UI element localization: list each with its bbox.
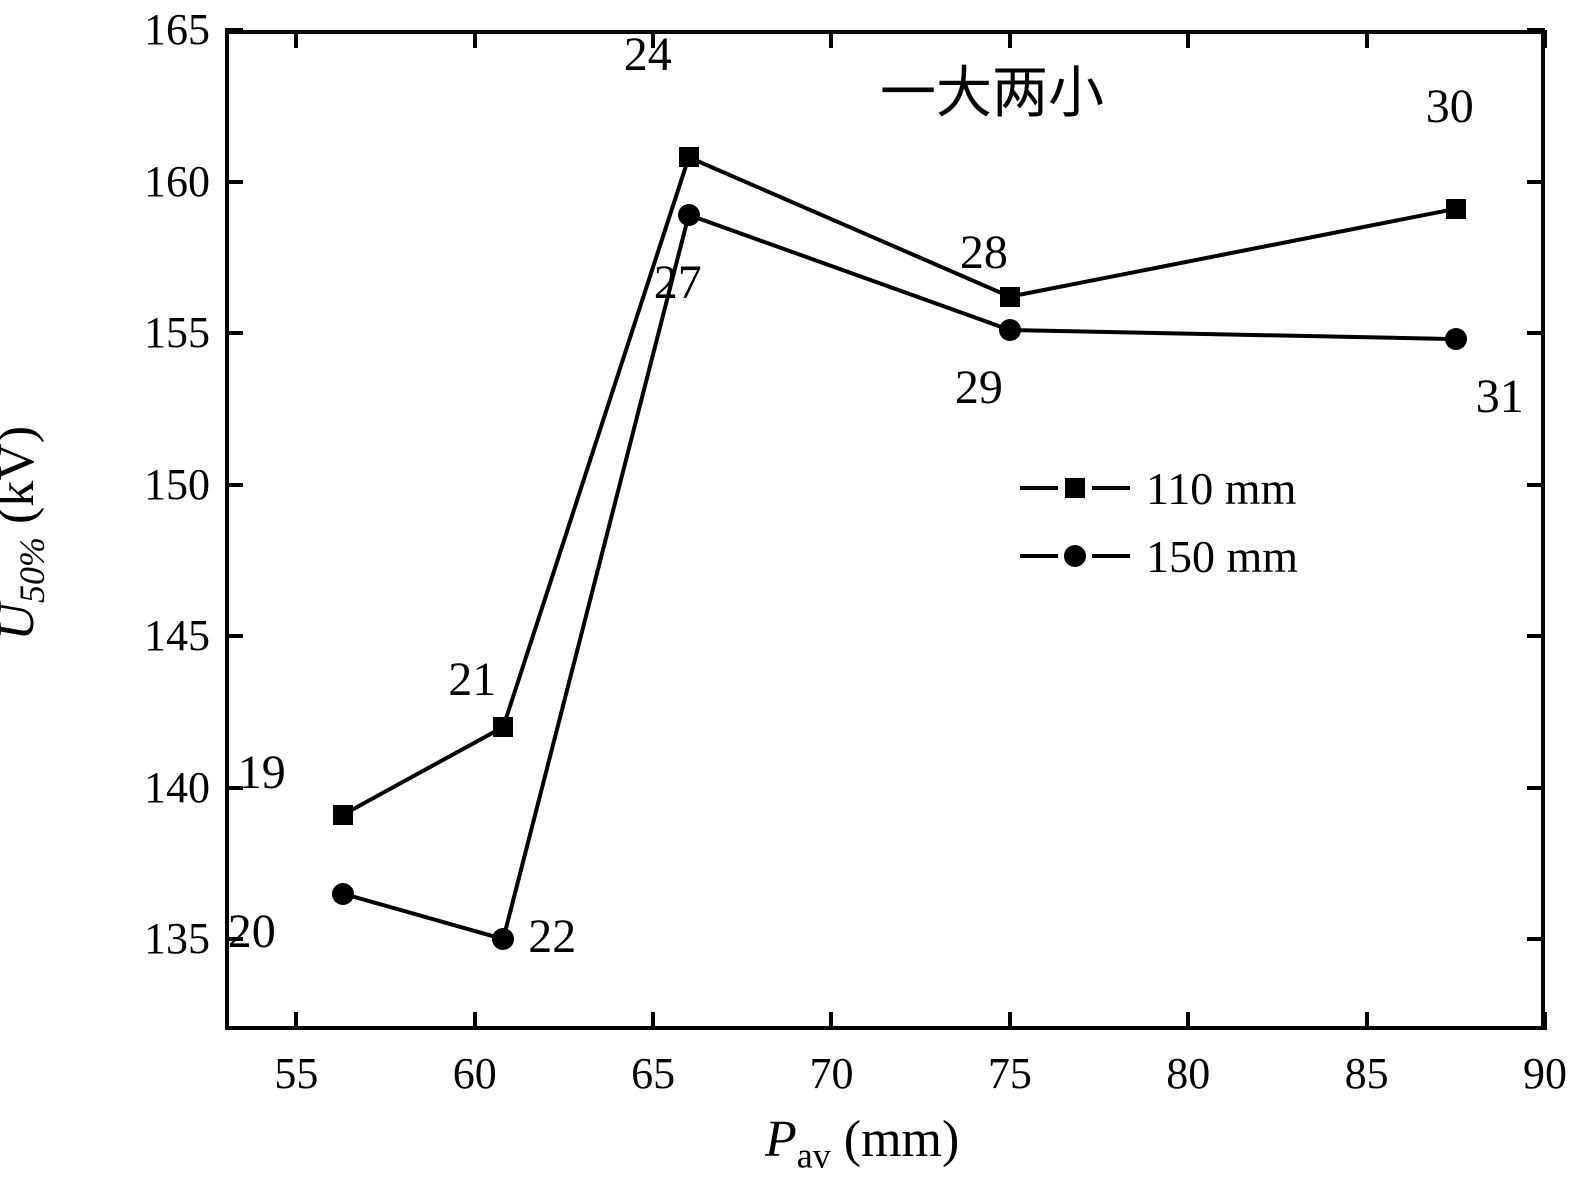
y-tick-mark — [225, 331, 243, 335]
x-axis-unit: (mm) — [831, 1111, 960, 1168]
point-label: 20 — [228, 904, 276, 959]
legend: 110 mm 150 mm — [1020, 460, 1298, 596]
x-tick-mark — [651, 1012, 655, 1030]
marker-square — [493, 717, 513, 737]
x-tick-mark-top — [1365, 30, 1369, 48]
x-tick-mark-top — [1008, 30, 1012, 48]
y-tick-label: 135 — [110, 913, 210, 964]
y-tick-mark — [225, 937, 243, 941]
legend-marker-circle — [1064, 545, 1086, 567]
x-tick-label: 55 — [256, 1048, 336, 1099]
y-axis-subscript: 50% — [12, 537, 52, 603]
x-tick-mark-top — [473, 30, 477, 48]
marker-circle — [1445, 328, 1467, 350]
point-label: 24 — [624, 27, 672, 82]
marker-circle — [492, 928, 514, 950]
point-label: 27 — [654, 255, 702, 310]
marker-square — [1000, 287, 1020, 307]
x-tick-mark — [1186, 1012, 1190, 1030]
x-tick-mark-top — [1186, 30, 1190, 48]
marker-square — [333, 805, 353, 825]
x-tick-label: 60 — [435, 1048, 515, 1099]
legend-marker-square — [1065, 478, 1085, 498]
x-tick-mark-top — [829, 30, 833, 48]
x-tick-mark — [829, 1012, 833, 1030]
y-tick-mark-right — [1527, 331, 1545, 335]
y-tick-label: 155 — [110, 307, 210, 358]
legend-line — [1020, 486, 1130, 490]
point-label: 28 — [960, 225, 1008, 280]
x-tick-mark-top — [294, 30, 298, 48]
chart-title: 一大两小 — [880, 48, 1104, 129]
y-tick-mark-right — [1527, 786, 1545, 790]
x-axis-symbol: P — [765, 1111, 797, 1168]
point-label: 31 — [1476, 369, 1524, 424]
x-axis-subscript: av — [797, 1135, 831, 1175]
y-tick-label: 160 — [110, 156, 210, 207]
y-tick-mark-right — [1527, 937, 1545, 941]
legend-item: 110 mm — [1020, 460, 1298, 516]
point-label: 22 — [528, 909, 576, 964]
x-tick-mark — [473, 1012, 477, 1030]
y-tick-mark — [225, 634, 243, 638]
y-tick-mark-right — [1527, 180, 1545, 184]
y-tick-label: 165 — [110, 4, 210, 55]
x-tick-label: 75 — [970, 1048, 1050, 1099]
legend-label: 110 mm — [1146, 462, 1296, 515]
legend-line — [1020, 554, 1130, 558]
x-tick-label: 80 — [1148, 1048, 1228, 1099]
point-label: 21 — [448, 652, 496, 707]
x-tick-mark — [1008, 1012, 1012, 1030]
point-label: 29 — [955, 360, 1003, 415]
y-axis-unit: (kV) — [0, 426, 45, 537]
y-tick-mark — [225, 180, 243, 184]
chart-container: U50% (kV) Pav (mm) 一大两小 19 21 24 28 30 20 22 27… — [0, 0, 1594, 1184]
x-tick-mark-top — [1543, 30, 1547, 48]
x-tick-mark — [1543, 1012, 1547, 1030]
marker-circle — [678, 204, 700, 226]
y-tick-mark-right — [1527, 634, 1545, 638]
y-tick-mark-right — [1527, 483, 1545, 487]
legend-item: 150 mm — [1020, 528, 1298, 584]
x-tick-label: 65 — [613, 1048, 693, 1099]
marker-square — [679, 147, 699, 167]
marker-circle — [332, 883, 354, 905]
x-tick-mark — [1365, 1012, 1369, 1030]
y-tick-mark — [225, 786, 243, 790]
marker-circle — [999, 319, 1021, 341]
point-label: 19 — [238, 745, 286, 800]
y-tick-label: 150 — [110, 459, 210, 510]
y-tick-mark — [225, 483, 243, 487]
x-tick-label: 70 — [791, 1048, 871, 1099]
x-tick-mark-top — [651, 30, 655, 48]
y-axis-title: U50% (kV) — [0, 403, 53, 663]
legend-label: 150 mm — [1146, 530, 1298, 583]
y-tick-label: 140 — [110, 762, 210, 813]
point-label: 30 — [1426, 79, 1474, 134]
marker-square — [1446, 199, 1466, 219]
y-axis-symbol: U — [0, 603, 45, 641]
x-axis-title: Pav (mm) — [765, 1110, 959, 1176]
y-tick-mark — [225, 28, 243, 32]
x-tick-mark — [294, 1012, 298, 1030]
x-tick-label: 85 — [1327, 1048, 1407, 1099]
y-tick-label: 145 — [110, 610, 210, 661]
x-tick-label: 90 — [1505, 1048, 1585, 1099]
plot-area — [225, 30, 1545, 1030]
